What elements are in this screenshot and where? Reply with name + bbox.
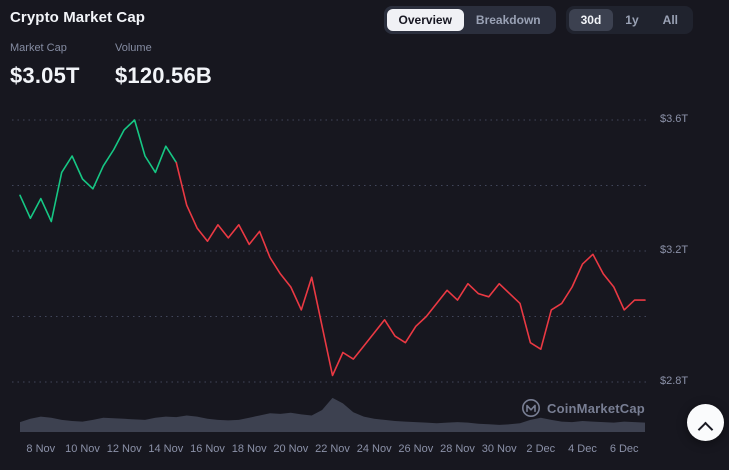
x-axis-label: 28 Nov (440, 443, 475, 455)
coinmarketcap-watermark: CoinMarketCap (521, 398, 645, 418)
market-cap-label: Market Cap (10, 42, 67, 54)
x-axis-label: 24 Nov (356, 443, 392, 455)
chart-controls: Overview Breakdown 30d 1y All (383, 6, 693, 34)
volume-stat: Volume $120.56B (115, 42, 212, 89)
x-axis-label: 10 Nov (65, 443, 100, 455)
range-30d[interactable]: 30d (568, 9, 614, 31)
coinmarketcap-logo-icon (522, 399, 540, 417)
volume-area (20, 397, 645, 432)
market-cap-stat: Market Cap $3.05T (10, 42, 115, 89)
y-axis-label: $3.2T (660, 244, 689, 256)
tab-overview[interactable]: Overview (386, 9, 464, 31)
x-axis-label: 14 Nov (148, 443, 184, 455)
range-toggle: 30d 1y All (565, 6, 693, 34)
chevron-up-icon (697, 421, 714, 437)
scroll-to-top-button[interactable] (687, 404, 724, 441)
volume-label: Volume (115, 42, 152, 54)
stats-row: Market Cap $3.05T Volume $120.56B (10, 42, 212, 89)
x-axis-label: 8 Nov (26, 443, 56, 455)
market-cap-chart[interactable] (0, 104, 729, 440)
tab-breakdown[interactable]: Breakdown (464, 9, 553, 31)
x-axis-label: 20 Nov (273, 443, 309, 455)
marketcap-line-down (175, 161, 646, 377)
y-axis-label: $2.8T (660, 375, 689, 387)
view-toggle: Overview Breakdown (383, 6, 556, 34)
range-1y[interactable]: 1y (613, 9, 650, 31)
marketcap-line-up (19, 119, 178, 223)
volume-value: $120.56B (115, 63, 213, 88)
x-axis-label: 6 Dec (609, 443, 639, 455)
header: Crypto Market Cap Overview Breakdown 30d… (0, 0, 729, 34)
market-cap-value: $3.05T (10, 63, 80, 88)
x-axis-label: 18 Nov (231, 443, 267, 455)
x-axis-label: 2 Dec (526, 443, 556, 455)
page-title: Crypto Market Cap (10, 9, 146, 26)
watermark-text: CoinMarketCap (547, 400, 645, 416)
y-axis-label: $3.6T (660, 113, 689, 125)
range-all[interactable]: All (651, 9, 690, 31)
x-axis-label: 26 Nov (398, 443, 434, 455)
x-axis-label: 30 Nov (481, 443, 517, 455)
x-axis-label: 12 Nov (106, 443, 142, 455)
x-axis-label: 16 Nov (190, 443, 225, 455)
x-axis-label: 22 Nov (315, 443, 350, 455)
x-axis: 8 Nov 10 Nov 12 Nov 14 Nov 16 Nov 18 Nov 20 No… (0, 443, 729, 459)
x-axis-label: 4 Dec (568, 443, 597, 455)
